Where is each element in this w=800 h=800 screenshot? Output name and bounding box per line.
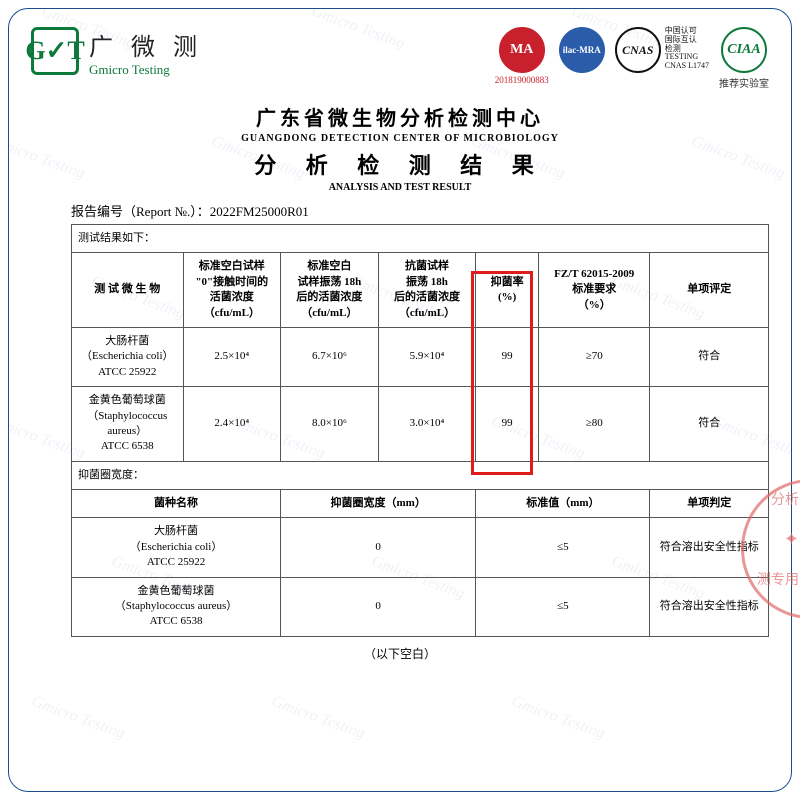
cnas-text: 中国认可 国际互认 检测 TESTING CNAS L1747 [665,27,709,71]
ma-code: 201819000883 [495,75,549,85]
org-title-en: GUANGDONG DETECTION CENTER OF MICROBIOLO… [31,133,769,144]
th-result: 单项评定 [650,253,769,328]
titles-block: 广东省微生物分析检测中心 GUANGDONG DETECTION CENTER … [31,102,769,193]
brand-logo-icon: G✓T [31,27,79,75]
th-rate: 抑菌率(%) [476,253,539,328]
th-req: FZ/T 62015-2009标准要求（%） [538,253,650,328]
table1-header-row: 测 试 微 生 物 标准空白试样"0"接触时间的活菌浓度（cfu/mL） 标准空… [72,253,769,328]
table2-header-row: 菌种名称 抑菌圈宽度（mm） 标准值（mm） 单项判定 [72,490,769,518]
header-row: G✓T 广 微 测 Gmicro Testing MA 201819000883… [31,27,769,90]
footer-blank-text: （以下空白） [31,645,769,662]
document-frame: Gmicro Testing Gmicro Testing Gmicro Tes… [8,8,792,792]
results-table-1: 测试结果如下： 测 试 微 生 物 标准空白试样"0"接触时间的活菌浓度（cfu… [71,224,769,637]
cnas-badge-icon: CNAS [615,27,661,73]
th2-organism: 菌种名称 [72,490,281,518]
cert-cnas: CNAS 中国认可 国际互认 检测 TESTING CNAS L1747 [615,27,709,75]
ciaa-badge-icon: CIAA [721,27,767,73]
result-title-en: ANALYSIS AND TEST RESULT [31,182,769,193]
th-sample18: 抗菌试样振荡 18h后的活菌浓度（cfu/mL） [378,253,476,328]
brand-block: G✓T 广 微 测 Gmicro Testing [31,27,203,78]
cert-ma: MA 201819000883 [495,27,549,85]
th-organism: 测 试 微 生 物 [72,253,184,328]
official-stamp: 分析 ✦ 测专用 [721,479,800,629]
certifications-row: MA 201819000883 ilac-MRA CNAS 中国认可 国际互认 … [495,27,769,90]
ilac-badge-icon: ilac-MRA [559,27,605,73]
th2-width: 抑菌圈宽度（mm） [281,490,476,518]
th-blank18: 标准空白试样振荡 18h后的活菌浓度（cfu/mL） [281,253,379,328]
cert-ciaa: CIAA 推荐实验室 [719,27,769,90]
brand-name-en: Gmicro Testing [89,62,203,78]
table-row: 金黄色葡萄球菌（Staphylococcusaureus）ATCC 6538 2… [72,387,769,462]
report-number: 2022FM25000R01 [210,204,309,219]
table2-section-label: 抑菌圈宽度： [72,461,769,489]
brand-name-cn: 广 微 测 [89,27,203,62]
th2-std: 标准值（mm） [476,490,650,518]
table-row: 大肠杆菌（Escherichia coli）ATCC 25922 2.5×10⁴… [72,327,769,386]
org-title-cn: 广东省微生物分析检测中心 [31,102,769,131]
cert-ilac: ilac-MRA [559,27,605,75]
table-row: 大肠杆菌（Escherichia coli）ATCC 25922 0 ≤5 符合… [72,518,769,577]
result-title-cn: 分 析 检 测 结 果 [31,148,769,180]
table1-section-label: 测试结果如下： [72,225,769,253]
table-row: 金黄色葡萄球菌（Staphylococcus aureus）ATCC 6538 … [72,577,769,636]
th-blank0: 标准空白试样"0"接触时间的活菌浓度（cfu/mL） [183,253,281,328]
report-number-line: 报告编号（Report №.）：2022FM25000R01 [71,201,769,220]
ciaa-sub: 推荐实验室 [719,75,769,90]
ma-badge-icon: MA [499,27,545,73]
